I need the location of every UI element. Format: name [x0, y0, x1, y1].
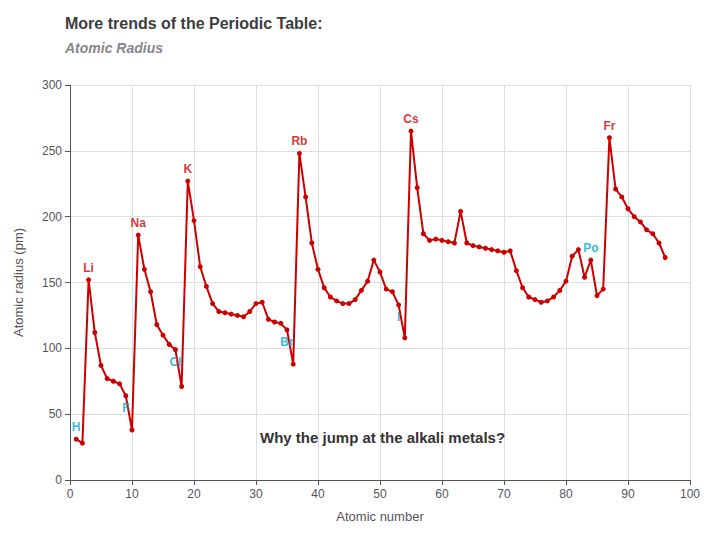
svg-text:More trends of the Periodic Ta: More trends of the Periodic Table:	[65, 15, 323, 32]
svg-text:250: 250	[42, 144, 62, 158]
svg-text:Atomic number: Atomic number	[336, 509, 424, 524]
svg-text:H: H	[72, 420, 81, 434]
svg-text:Cl: Cl	[169, 355, 181, 369]
svg-text:K: K	[183, 162, 192, 176]
svg-text:100: 100	[42, 341, 62, 355]
svg-text:Atomic radius (pm): Atomic radius (pm)	[11, 228, 26, 337]
svg-text:30: 30	[249, 487, 263, 501]
svg-text:0: 0	[55, 473, 62, 487]
svg-text:150: 150	[42, 276, 62, 290]
svg-text:50: 50	[373, 487, 387, 501]
svg-text:Cs: Cs	[403, 112, 419, 126]
svg-text:80: 80	[559, 487, 573, 501]
svg-text:20: 20	[187, 487, 201, 501]
svg-text:Po: Po	[583, 241, 598, 255]
svg-text:50: 50	[49, 407, 63, 421]
svg-text:200: 200	[42, 210, 62, 224]
svg-text:I: I	[397, 310, 400, 324]
svg-text:60: 60	[435, 487, 449, 501]
svg-text:Br: Br	[280, 335, 294, 349]
svg-text:Rb: Rb	[291, 134, 307, 148]
svg-text:10: 10	[125, 487, 139, 501]
svg-text:Why the jump at the alkali met: Why the jump at the alkali metals?	[260, 429, 505, 446]
svg-text:F: F	[122, 401, 129, 415]
svg-text:40: 40	[311, 487, 325, 501]
svg-text:300: 300	[42, 78, 62, 92]
svg-text:Li: Li	[83, 261, 94, 275]
svg-text:90: 90	[621, 487, 635, 501]
svg-text:Na: Na	[131, 216, 147, 230]
svg-text:70: 70	[497, 487, 511, 501]
svg-text:Fr: Fr	[603, 119, 615, 133]
svg-text:0: 0	[67, 487, 74, 501]
svg-text:Atomic Radius: Atomic Radius	[64, 40, 163, 56]
svg-text:100: 100	[680, 487, 700, 501]
